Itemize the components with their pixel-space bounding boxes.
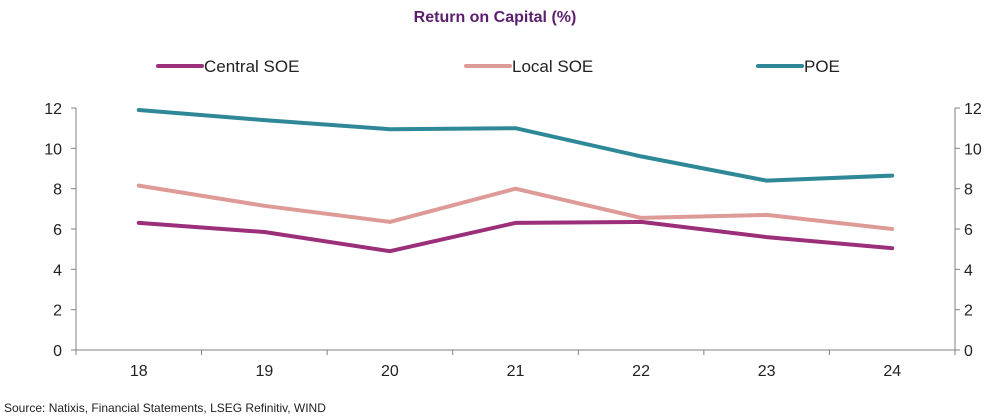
x-tick-label: 19 xyxy=(255,363,273,380)
source-note: Source: Natixis, Financial Statements, L… xyxy=(4,401,326,415)
y-tick-label-left: 8 xyxy=(53,182,62,199)
x-tick-label: 21 xyxy=(507,363,525,380)
x-tick-label: 18 xyxy=(130,363,148,380)
y-tick-label-right: 0 xyxy=(964,343,973,360)
series-line-poe xyxy=(136,108,895,183)
y-tick-label-left: 12 xyxy=(44,101,62,118)
y-tick-label-right: 6 xyxy=(964,222,973,239)
chart-title: Return on Capital (%) xyxy=(414,9,577,26)
y-tick-label-right: 2 xyxy=(964,303,973,320)
series-lines xyxy=(136,108,895,254)
x-tick-label: 22 xyxy=(632,363,650,380)
x-tick-label: 23 xyxy=(758,363,776,380)
y-tick-label-left: 6 xyxy=(53,222,62,239)
legend-label: Central SOE xyxy=(204,57,299,76)
y-tick-label-right: 12 xyxy=(964,101,982,118)
y-tick-label-right: 10 xyxy=(964,141,982,158)
legend-label: POE xyxy=(804,57,840,76)
x-tick-label: 20 xyxy=(381,363,399,380)
series-line-central-soe xyxy=(136,219,895,254)
y-tick-label-left: 4 xyxy=(53,262,62,279)
legend-label: Local SOE xyxy=(512,57,593,76)
y-tick-label-left: 0 xyxy=(53,343,62,360)
y-tick-label-right: 4 xyxy=(964,262,973,279)
series-line-local-soe xyxy=(136,183,895,231)
legend: Central SOE Local SOE POE xyxy=(156,57,840,76)
line-chart: Return on Capital (%) Central SOE Local S… xyxy=(44,9,982,380)
y-tick-label-left: 10 xyxy=(44,141,62,158)
y-tick-label-left: 2 xyxy=(53,303,62,320)
y-tick-label-right: 8 xyxy=(964,182,973,199)
x-tick-label: 24 xyxy=(883,363,901,380)
